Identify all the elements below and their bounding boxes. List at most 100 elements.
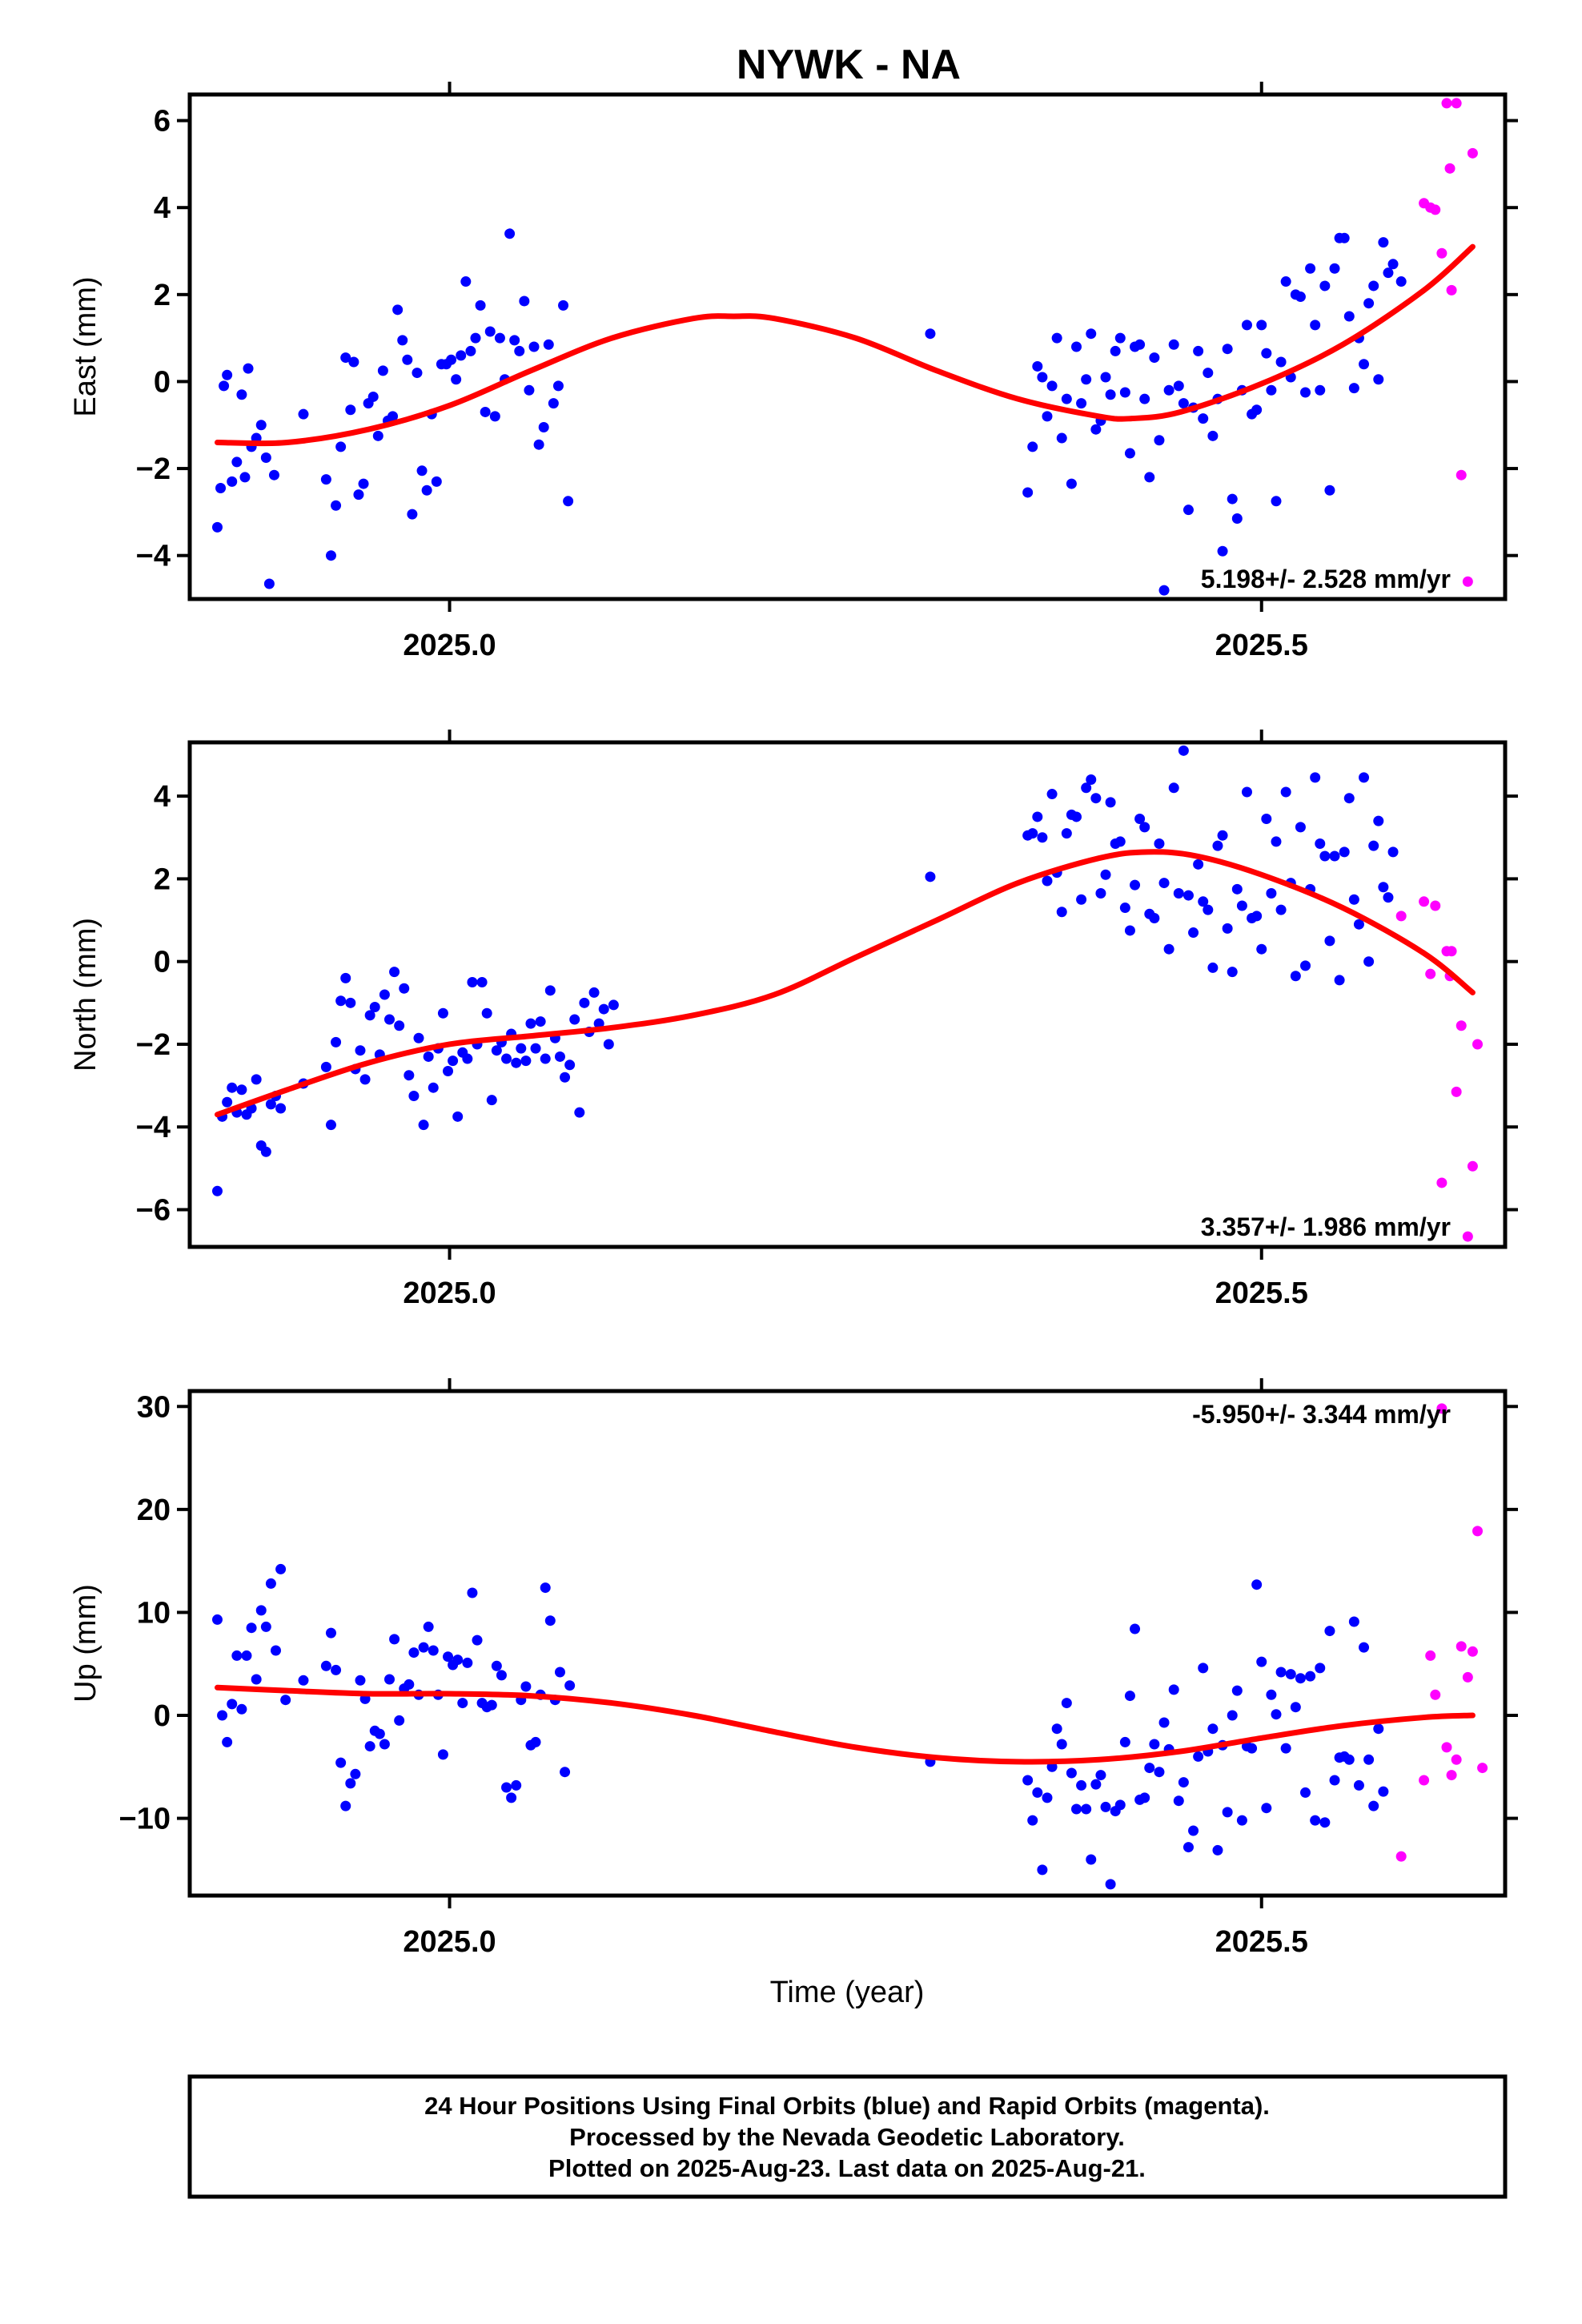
east-final-point — [1178, 398, 1189, 409]
east-final-point — [484, 326, 496, 337]
north-final-point — [1295, 822, 1306, 833]
north-rapid-point — [1451, 1086, 1462, 1097]
up-final-point — [1290, 1702, 1301, 1713]
north-y-tick-label: −2 — [136, 1028, 171, 1062]
east-final-point — [1315, 384, 1326, 396]
north-final-point — [1212, 840, 1223, 851]
north-final-point — [251, 1074, 262, 1085]
north-final-point — [452, 1111, 464, 1122]
north-rapid-point — [1456, 1020, 1467, 1031]
up-y-tick-label: 30 — [137, 1390, 171, 1424]
up-final-point — [1343, 1754, 1355, 1765]
north-final-point — [355, 1045, 366, 1056]
north-final-point — [408, 1091, 420, 1102]
north-final-point — [227, 1082, 238, 1093]
up-final-point — [1042, 1792, 1053, 1803]
north-final-point — [481, 1007, 492, 1019]
north-final-point — [1271, 836, 1282, 847]
north-y-tick-label: −4 — [136, 1111, 171, 1144]
up-final-point — [1368, 1800, 1379, 1811]
up-final-point — [560, 1767, 571, 1778]
up-final-point — [491, 1660, 502, 1671]
up-final-point — [530, 1736, 541, 1747]
up-y-tick-label: 10 — [137, 1596, 171, 1630]
x-axis-label: Time (year) — [770, 1976, 925, 2009]
up-final-point — [231, 1650, 243, 1661]
up-final-point — [1222, 1807, 1233, 1818]
east-final-point — [446, 354, 457, 365]
up-final-point — [1295, 1673, 1306, 1684]
east-final-point — [1182, 505, 1194, 516]
east-final-point — [222, 369, 233, 380]
east-final-point — [1168, 339, 1179, 350]
north-final-point — [603, 1039, 614, 1050]
up-final-point — [1027, 1815, 1038, 1826]
up-final-point — [1285, 1669, 1296, 1680]
east-rapid-point — [1444, 163, 1456, 174]
up-final-point — [437, 1749, 448, 1760]
up-final-point — [271, 1645, 282, 1656]
up-final-point — [1056, 1739, 1067, 1750]
up-final-point — [467, 1587, 478, 1598]
east-final-point — [1139, 393, 1150, 404]
east-final-point — [1105, 389, 1116, 400]
up-rapid-point — [1451, 1754, 1462, 1765]
north-final-point — [379, 989, 390, 1000]
up-final-point — [486, 1699, 497, 1711]
north-final-point — [1076, 894, 1087, 905]
east-final-point — [1251, 404, 1263, 416]
north-final-point — [1280, 786, 1291, 798]
north-final-point — [325, 1120, 336, 1131]
up-final-point — [1188, 1825, 1199, 1836]
east-final-point — [1324, 485, 1335, 496]
north-final-point — [598, 1003, 609, 1015]
east-final-point — [558, 300, 569, 311]
north-final-point — [399, 983, 410, 994]
up-x-tick-label: 2025.0 — [403, 1925, 496, 1959]
north-final-point — [1130, 879, 1141, 891]
east-final-point — [1100, 372, 1111, 383]
east-y-tick-label: −2 — [136, 452, 171, 486]
up-final-point — [506, 1792, 517, 1803]
east-final-point — [538, 421, 549, 432]
north-final-point — [1383, 892, 1394, 903]
up-final-point — [457, 1698, 468, 1709]
east-panel: −4 −2 0 2 4 6 2025.0 2025.5 East (mm) 5.198+/- 2.… — [69, 82, 1518, 662]
east-final-point — [1154, 435, 1165, 446]
north-final-point — [560, 1072, 571, 1083]
up-final-point — [1271, 1709, 1282, 1720]
north-final-point — [443, 1066, 454, 1077]
up-y-tick-label: 20 — [137, 1494, 171, 1527]
east-final-point — [543, 339, 554, 350]
east-final-point — [548, 398, 559, 409]
up-final-point — [1363, 1754, 1375, 1765]
north-rapid-point — [1419, 896, 1430, 907]
east-final-point — [412, 368, 423, 379]
up-final-point — [331, 1664, 342, 1675]
north-panel: −6 −4 −2 0 2 4 2025.0 2025.5 North (mm) 3.357+/- … — [69, 730, 1518, 1310]
north-final-point — [486, 1095, 497, 1106]
east-final-point — [231, 456, 243, 468]
east-final-point — [1207, 430, 1219, 441]
east-final-point — [353, 489, 364, 501]
east-rapid-point — [1441, 98, 1452, 109]
up-final-point — [1114, 1799, 1126, 1811]
north-x-tick-label: 2025.5 — [1215, 1277, 1308, 1310]
east-final-point — [377, 365, 388, 376]
east-final-point — [263, 578, 275, 589]
east-final-point — [1144, 472, 1155, 483]
east-final-point — [1266, 384, 1277, 396]
east-final-point — [533, 439, 544, 450]
north-final-point — [1261, 814, 1272, 825]
up-final-point — [227, 1699, 238, 1710]
up-rapid-point — [1425, 1650, 1436, 1661]
north-final-point — [554, 1051, 565, 1062]
east-final-point — [431, 476, 442, 487]
east-y-tick-label: 6 — [154, 105, 171, 139]
up-final-point — [1066, 1767, 1077, 1779]
up-final-point — [350, 1768, 361, 1779]
north-rapid-point — [1472, 1039, 1484, 1050]
up-final-point — [496, 1670, 507, 1681]
up-final-point — [1373, 1723, 1384, 1735]
